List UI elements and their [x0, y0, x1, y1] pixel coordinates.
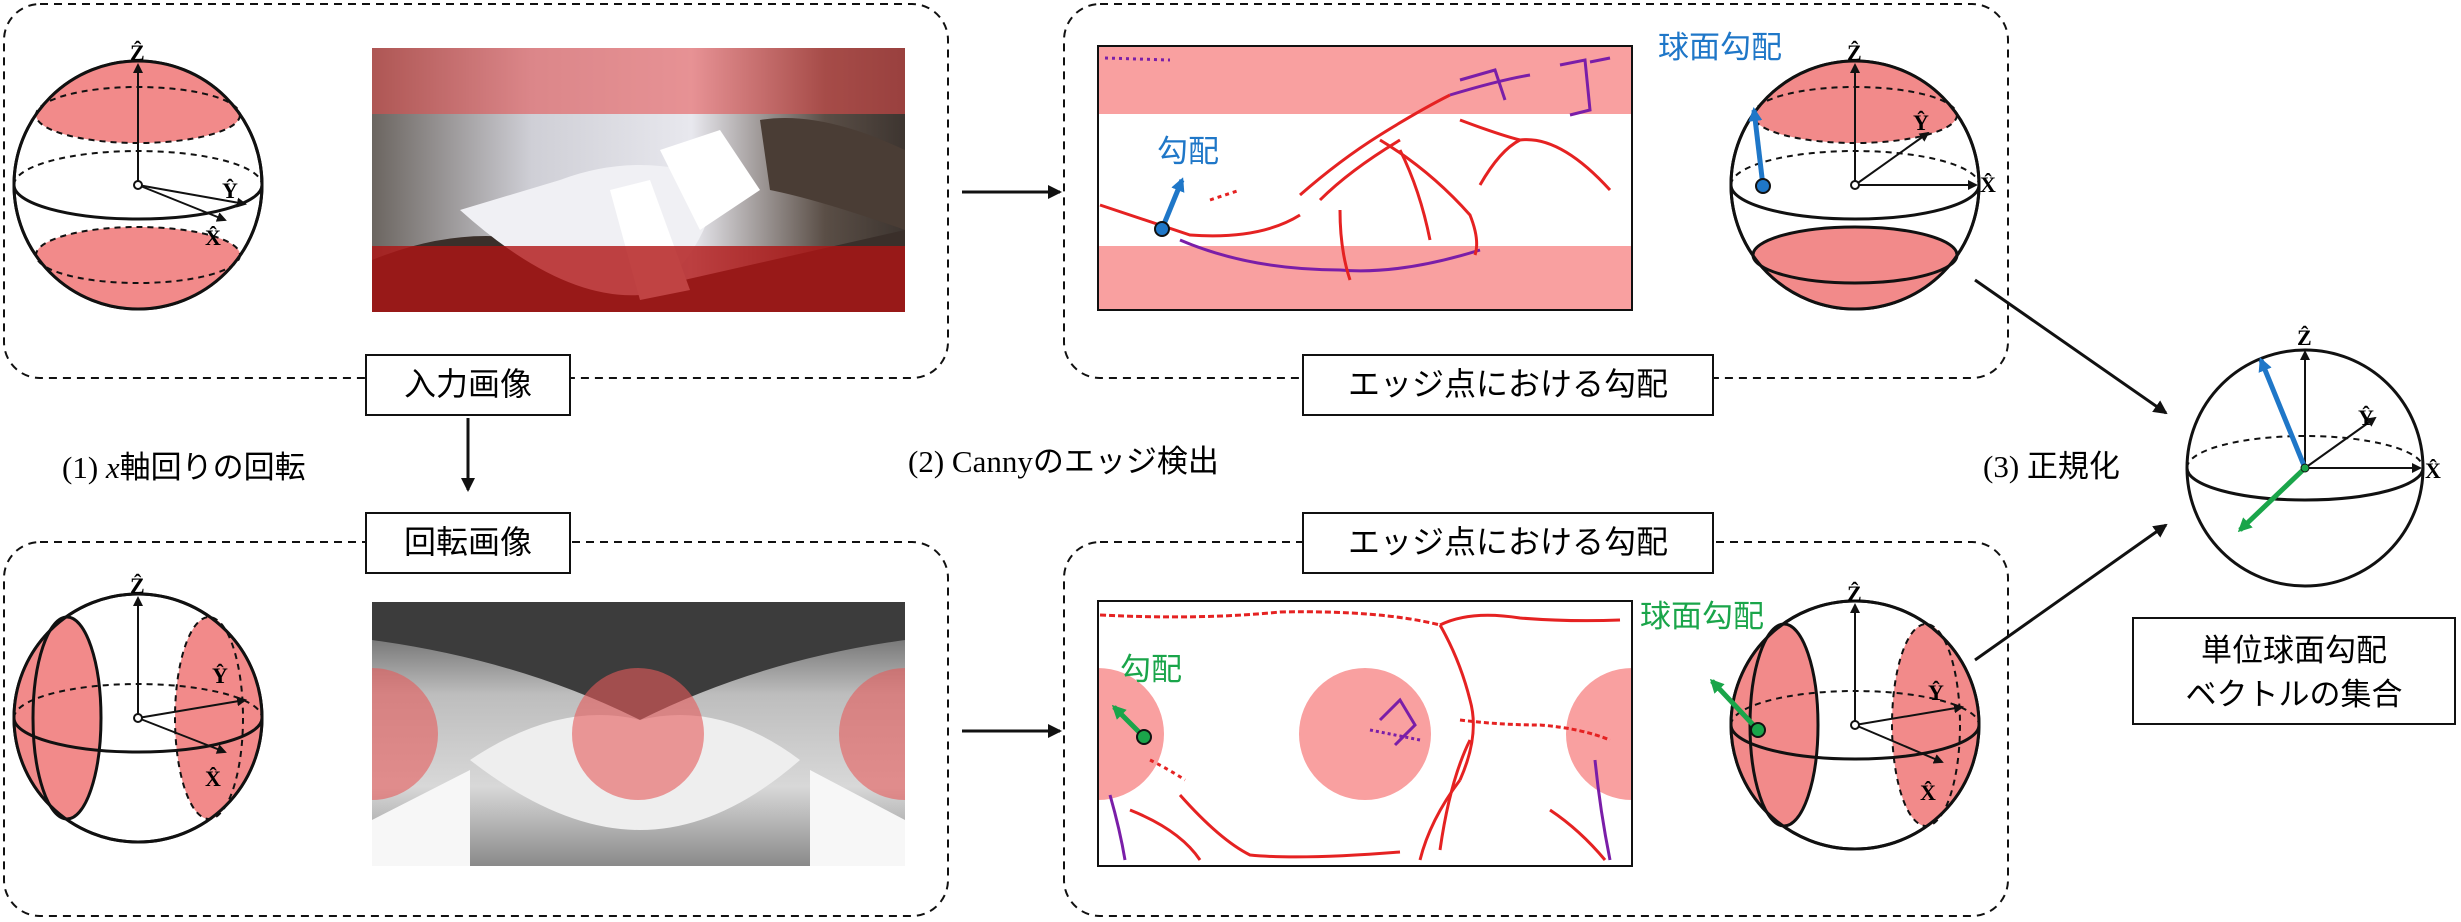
- edge-map-top: [1097, 45, 1633, 311]
- arrow-icon-diagonal: [1974, 523, 2168, 662]
- label-rotated-image: 回転画像: [365, 512, 571, 574]
- axis-label-y: Ŷ: [222, 178, 238, 203]
- label-gradient-bottom: エッジ点における勾配: [1302, 512, 1714, 574]
- step3-caption: (3) 正規化: [1983, 449, 2120, 484]
- label-gradient-green: 勾配: [1120, 652, 1182, 688]
- axis-label-x: X̂: [1920, 780, 1936, 805]
- step2-caption: (2) Cannyのエッジ検出: [908, 444, 1219, 479]
- input-panorama-image: [372, 48, 905, 312]
- axis-label-z: Ẑ: [2297, 325, 2312, 350]
- label-input-image: 入力画像: [365, 354, 571, 416]
- sphere-icon-input: [12, 59, 264, 311]
- axis-label-z: Ẑ: [130, 40, 145, 65]
- sphere-icon-gradient-bottom: [1709, 599, 1981, 851]
- axis-label-x: X̂: [2425, 458, 2441, 483]
- axis-label-x: X̂: [205, 766, 221, 791]
- rotated-panorama-image: [372, 602, 905, 866]
- label-sphere-gradient-green: 球面勾配: [1640, 599, 1764, 635]
- axis-label-z: Ẑ: [1847, 40, 1862, 65]
- sphere-icon-rotated: [12, 592, 264, 844]
- label-sphere-gradient-blue: 球面勾配: [1658, 30, 1782, 66]
- axis-label-z: Ẑ: [130, 573, 145, 598]
- axis-label-y: Ŷ: [2358, 405, 2374, 430]
- svg-text:回転画像: 回転画像: [404, 523, 532, 561]
- svg-text:ベクトルの集合: ベクトルの集合: [2186, 677, 2403, 713]
- svg-text:単位球面勾配: 単位球面勾配: [2201, 633, 2387, 669]
- label-gradient-blue: 勾配: [1157, 134, 1219, 170]
- axis-label-x: X̂: [205, 225, 221, 250]
- axis-label-z: Ẑ: [1847, 581, 1862, 606]
- svg-text:エッジ点における勾配: エッジ点における勾配: [1348, 365, 1668, 403]
- axis-label-x: X̂: [1980, 172, 1996, 197]
- arrow-icon-diagonal: [1974, 278, 2168, 415]
- sphere-icon-unit: [2185, 348, 2425, 588]
- gradient-arrow-blue: [1159, 177, 1185, 230]
- sphere-icon-gradient-top: [1729, 59, 1981, 311]
- axis-label-y: Ŷ: [1928, 680, 1944, 705]
- axis-label-y: Ŷ: [212, 663, 228, 688]
- axis-label-y: Ŷ: [1913, 110, 1929, 135]
- edge-map-bottom: [1097, 600, 1633, 867]
- label-result: 単位球面勾配 ベクトルの集合: [2132, 617, 2456, 725]
- label-gradient-top: エッジ点における勾配: [1302, 354, 1714, 416]
- svg-text:入力画像: 入力画像: [404, 365, 532, 403]
- step1-caption: (1) x軸回りの回転: [62, 450, 306, 486]
- svg-text:エッジ点における勾配: エッジ点における勾配: [1348, 523, 1668, 561]
